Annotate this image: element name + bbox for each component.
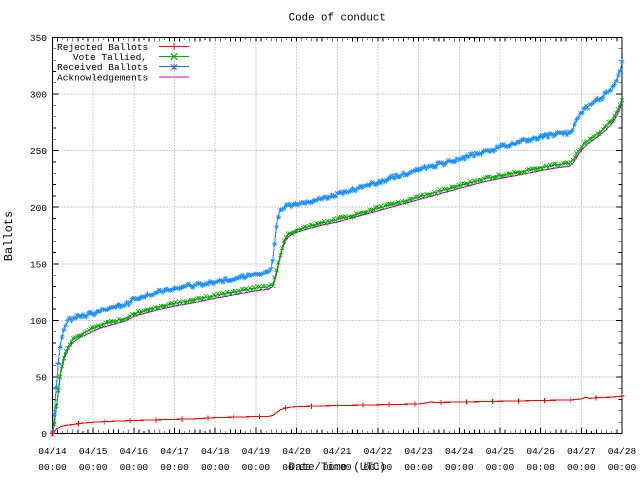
svg-text:00:00: 00:00 <box>38 462 67 473</box>
svg-text:00:00: 00:00 <box>282 462 311 473</box>
svg-text:00:00: 00:00 <box>79 462 108 473</box>
svg-text:00:00: 00:00 <box>242 462 271 473</box>
svg-text:04/24: 04/24 <box>445 446 474 457</box>
svg-text:00:00: 00:00 <box>526 462 555 473</box>
svg-text:04/14: 04/14 <box>38 446 67 457</box>
svg-text:04/18: 04/18 <box>201 446 230 457</box>
svg-text:Ballots: Ballots <box>2 211 16 261</box>
svg-text:50: 50 <box>36 373 48 384</box>
svg-text:00:00: 00:00 <box>323 462 352 473</box>
svg-text:00:00: 00:00 <box>364 462 393 473</box>
svg-text:350: 350 <box>30 33 47 44</box>
svg-text:150: 150 <box>30 260 47 271</box>
svg-text:04/23: 04/23 <box>404 446 433 457</box>
svg-text:00:00: 00:00 <box>160 462 189 473</box>
svg-text:Code of conduct: Code of conduct <box>289 13 386 25</box>
svg-text:200: 200 <box>30 203 47 214</box>
svg-text:04/25: 04/25 <box>486 446 515 457</box>
svg-text:04/27: 04/27 <box>567 446 596 457</box>
svg-text:100: 100 <box>30 316 47 327</box>
svg-text:250: 250 <box>30 146 47 157</box>
svg-text:04/19: 04/19 <box>242 446 271 457</box>
svg-text:Acknowledgements: Acknowledgements <box>57 72 148 83</box>
svg-text:00:00: 00:00 <box>404 462 433 473</box>
svg-text:00:00: 00:00 <box>608 462 637 473</box>
svg-text:04/26: 04/26 <box>526 446 555 457</box>
svg-text:00:00: 00:00 <box>486 462 515 473</box>
svg-text:04/20: 04/20 <box>282 446 311 457</box>
svg-text:00:00: 00:00 <box>567 462 596 473</box>
svg-text:00:00: 00:00 <box>445 462 474 473</box>
svg-text:04/15: 04/15 <box>79 446 108 457</box>
svg-text:00:00: 00:00 <box>120 462 149 473</box>
svg-text:04/17: 04/17 <box>160 446 189 457</box>
svg-text:300: 300 <box>30 90 47 101</box>
svg-text:04/22: 04/22 <box>364 446 393 457</box>
svg-text:00:00: 00:00 <box>201 462 230 473</box>
svg-text:04/16: 04/16 <box>120 446 149 457</box>
svg-text:0: 0 <box>41 429 47 440</box>
svg-text:04/28: 04/28 <box>608 446 637 457</box>
svg-text:04/21: 04/21 <box>323 446 352 457</box>
